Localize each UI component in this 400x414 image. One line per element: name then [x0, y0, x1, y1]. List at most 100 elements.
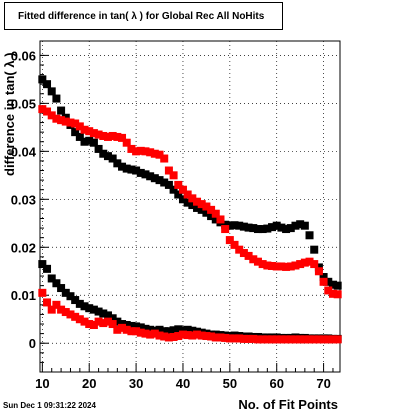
data-point-series-4 — [310, 335, 319, 344]
data-point-series-1 — [160, 178, 169, 187]
data-point-series-4 — [178, 330, 187, 339]
data-point-series-3 — [61, 288, 70, 297]
data-point-series-4 — [99, 319, 108, 328]
data-point-series-3 — [66, 292, 75, 301]
data-point-series-4 — [282, 335, 291, 344]
data-point-series-3 — [188, 326, 197, 335]
data-point-series-2 — [178, 185, 187, 194]
data-point-series-2 — [291, 261, 300, 270]
data-point-series-1 — [75, 132, 84, 141]
data-point-series-2 — [169, 171, 178, 180]
data-point-series-1 — [71, 128, 80, 137]
data-point-series-2 — [103, 132, 112, 141]
data-point-series-3 — [57, 284, 66, 293]
data-point-series-1 — [174, 190, 183, 199]
data-point-series-4 — [300, 335, 309, 344]
timestamp-label: Sun Dec 1 09:31:22 2024 — [3, 401, 96, 410]
data-point-series-3 — [178, 326, 187, 335]
data-point-series-2 — [71, 119, 80, 128]
data-point-series-4 — [296, 335, 305, 344]
data-point-series-2 — [94, 130, 103, 139]
data-point-series-1 — [277, 223, 286, 232]
x-tick-label: 70 — [316, 376, 330, 391]
data-point-series-2 — [235, 245, 244, 254]
data-point-series-3 — [103, 311, 112, 320]
data-point-series-2 — [47, 111, 56, 120]
data-point-series-3 — [75, 299, 84, 308]
data-point-series-2 — [244, 251, 253, 260]
data-point-series-1 — [136, 168, 145, 177]
data-point-series-2 — [174, 180, 183, 189]
data-point-series-4 — [85, 320, 94, 329]
data-point-series-1 — [282, 225, 291, 234]
y-tick-label: 0.02 — [11, 240, 36, 255]
data-point-series-1 — [310, 245, 319, 254]
data-point-series-4 — [333, 335, 342, 344]
data-point-series-4 — [89, 320, 98, 329]
data-point-series-3 — [169, 326, 178, 335]
data-point-series-1 — [211, 215, 220, 224]
data-point-series-2 — [89, 129, 98, 138]
data-point-series-2 — [118, 133, 127, 142]
data-point-series-3 — [108, 314, 117, 323]
title-box: Fitted difference in tan( λ ) for Global… — [4, 2, 283, 30]
data-point-series-2 — [225, 236, 234, 245]
data-point-series-1 — [193, 203, 202, 212]
data-point-series-2 — [197, 200, 206, 209]
data-point-series-4 — [253, 335, 262, 344]
data-point-series-1 — [43, 80, 52, 89]
data-point-series-4 — [141, 329, 150, 338]
data-point-series-4 — [235, 334, 244, 343]
data-point-series-1 — [286, 224, 295, 233]
data-point-series-3 — [160, 327, 169, 336]
data-point-series-3 — [141, 324, 150, 333]
data-point-series-1 — [141, 170, 150, 179]
data-point-series-1 — [202, 208, 211, 217]
data-point-series-1 — [89, 138, 98, 147]
data-point-series-2 — [193, 197, 202, 206]
data-point-series-2 — [80, 125, 89, 134]
y-axis-label: difference in tan( λ ) — [2, 52, 17, 176]
data-point-series-1 — [225, 221, 234, 230]
data-point-series-1 — [127, 165, 136, 174]
data-point-series-4 — [71, 312, 80, 321]
data-point-series-3 — [174, 325, 183, 334]
data-point-series-3 — [164, 327, 173, 336]
data-point-series-2 — [310, 260, 319, 269]
data-point-series-1 — [324, 277, 333, 286]
x-tick-label: 20 — [82, 376, 96, 391]
data-point-series-1 — [38, 75, 47, 84]
data-point-series-4 — [94, 317, 103, 326]
data-point-series-2 — [146, 148, 155, 157]
data-point-series-2 — [286, 262, 295, 271]
data-point-series-2 — [300, 258, 309, 267]
data-point-series-4 — [47, 305, 56, 314]
data-point-series-1 — [207, 212, 216, 221]
data-point-series-2 — [319, 277, 328, 286]
data-point-series-4 — [258, 335, 267, 344]
x-tick-label: 50 — [223, 376, 237, 391]
data-point-series-1 — [188, 201, 197, 210]
data-point-series-2 — [324, 286, 333, 295]
data-point-series-2 — [85, 127, 94, 136]
data-point-series-2 — [141, 147, 150, 156]
x-tick-label: 60 — [269, 376, 283, 391]
data-point-series-4 — [268, 335, 277, 344]
data-point-series-4 — [197, 331, 206, 340]
data-point-series-4 — [188, 331, 197, 340]
data-point-series-4 — [202, 332, 211, 341]
data-point-series-1 — [178, 195, 187, 204]
data-point-series-4 — [291, 335, 300, 344]
data-point-series-1 — [258, 225, 267, 234]
data-point-series-1 — [235, 221, 244, 230]
data-point-series-4 — [66, 310, 75, 319]
data-point-series-4 — [122, 325, 131, 334]
data-point-series-4 — [221, 333, 230, 342]
x-tick-label: 40 — [176, 376, 190, 391]
data-point-series-1 — [80, 137, 89, 146]
data-point-series-4 — [230, 334, 239, 343]
y-tick-label: 0.06 — [11, 48, 36, 63]
data-point-series-2 — [66, 118, 75, 127]
axis-ticks: 10 20 30 40 50 60 70 0 0.01 0.02 0.03 0.04 0.05 0.06 — [11, 48, 334, 391]
data-point-series-4 — [319, 335, 328, 344]
